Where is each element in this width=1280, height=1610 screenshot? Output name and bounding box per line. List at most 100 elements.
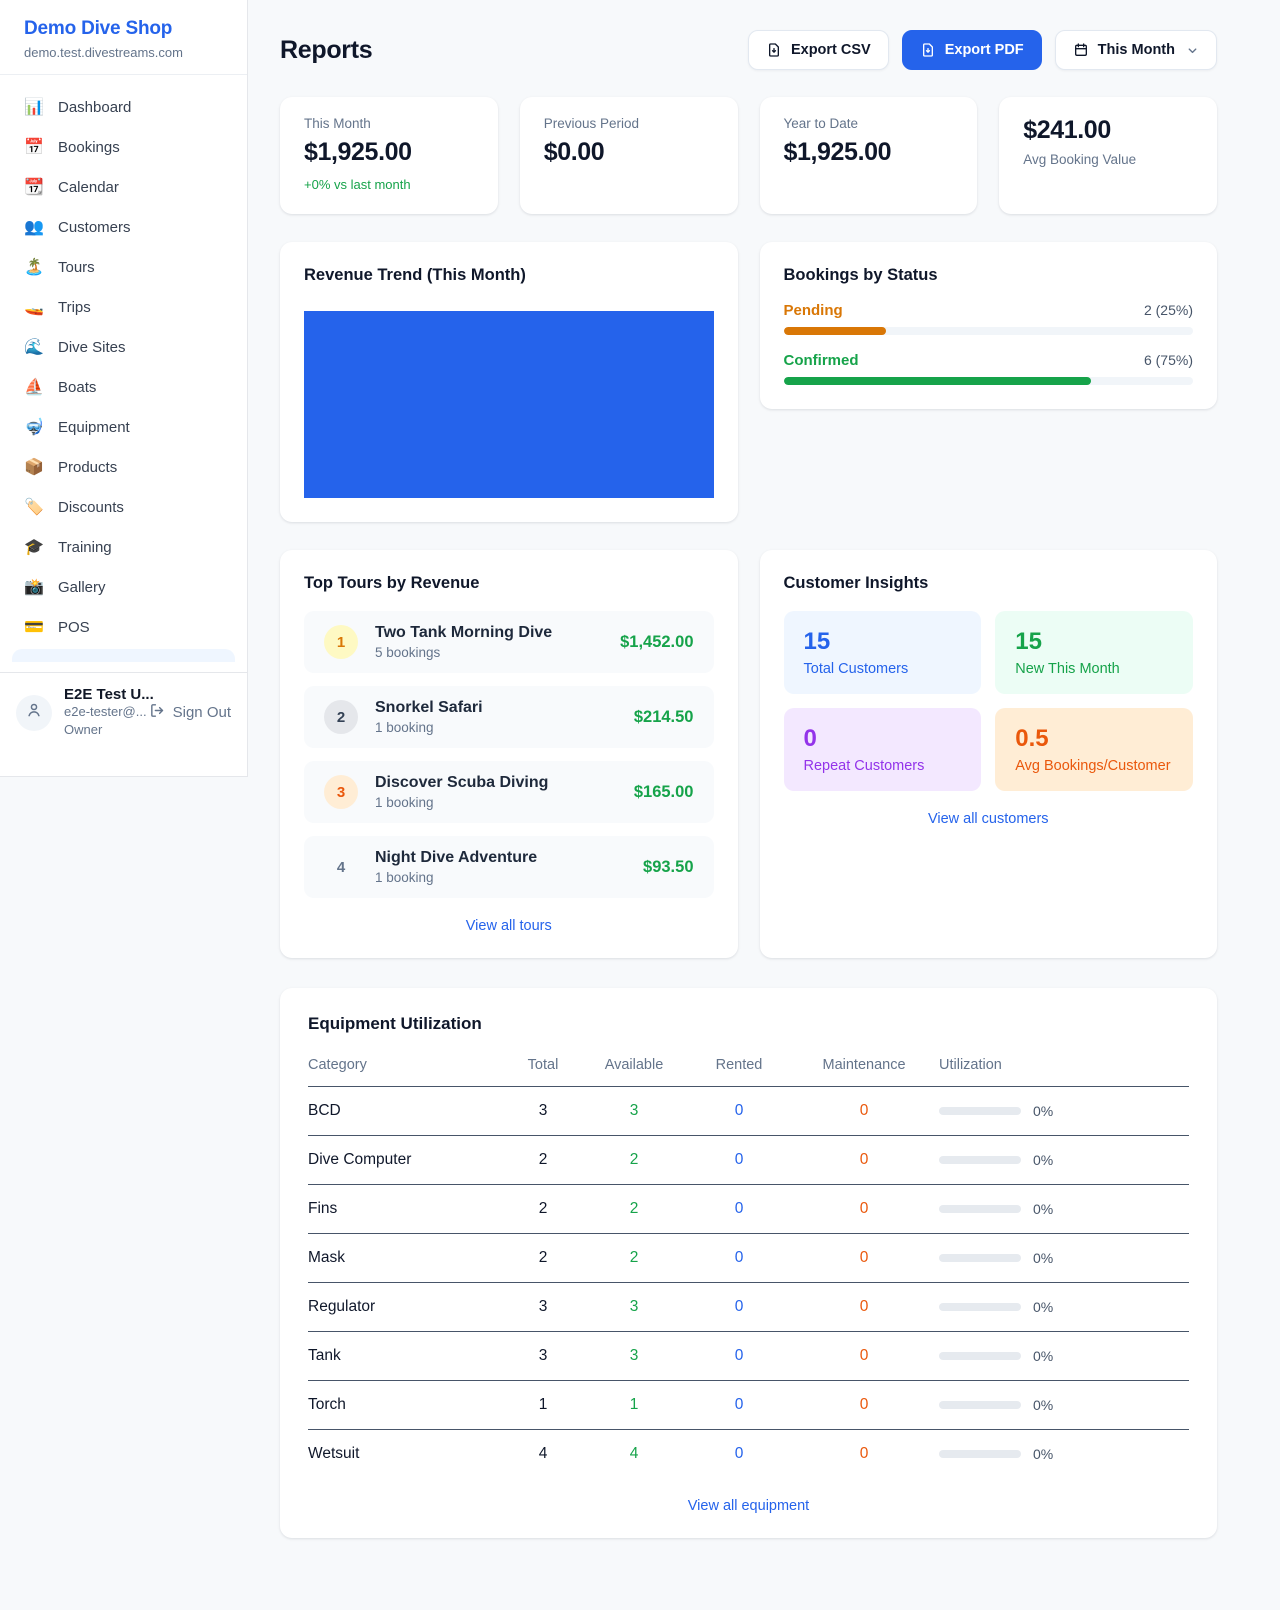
stat-card: Previous Period $0.00 (519, 97, 738, 214)
insight-label: Avg Bookings/Customer (1015, 758, 1171, 774)
equipment-column-header: Maintenance (789, 1047, 939, 1087)
stat-card: Year to Date $1,925.00 (759, 97, 978, 214)
sidebar-nav-items: 📊 Dashboard 📅 Bookings 📆 Calendar 👥 Customers 🏝️… (12, 87, 235, 647)
status-progress-fill (783, 377, 1091, 385)
utilization-bar-track (939, 1401, 1021, 1409)
sidebar-item-products[interactable]: 📦 Products (12, 447, 235, 487)
rented-cell: 0 (734, 1445, 744, 1462)
sidebar-item-trips[interactable]: 🚤 Trips (12, 287, 235, 327)
stat-label: Avg Booking Value (1023, 152, 1137, 167)
utilization-cell: 0% (939, 1184, 1189, 1234)
tour-rank-badge: 3 (324, 775, 358, 809)
available-cell: 1 (579, 1380, 689, 1430)
rented-cell: 0 (689, 1380, 789, 1430)
view-all-customers-link[interactable]: View all customers (927, 811, 1049, 827)
sidebar-item-tours[interactable]: 🏝️ Tours (12, 247, 235, 287)
island-icon: 🏝️ (24, 259, 44, 276)
utilization-cell: 0% (939, 1282, 1189, 1332)
sidebar-header: Demo Dive Shop demo.test.divestreams.com (0, 0, 247, 75)
equipment-utilization-title: Equipment Utilization (308, 1014, 482, 1033)
tag-icon: 🏷️ (24, 499, 44, 516)
category-cell: Wetsuit (308, 1445, 360, 1462)
tour-revenue: $93.50 (643, 857, 694, 876)
sidebar-item-dive-sites[interactable]: 🌊 Dive Sites (12, 327, 235, 367)
sidebar-item-bookings[interactable]: 📅 Bookings (12, 127, 235, 167)
stat-label: Previous Period (543, 116, 640, 131)
equipment-row: Mask 2 2 0 0 0% (308, 1233, 1189, 1283)
sidebar-item-equipment[interactable]: 🤿 Equipment (12, 407, 235, 447)
utilization-percent: 0% (1033, 1250, 1054, 1266)
utilization-cell: 0% (939, 1331, 1189, 1381)
period-label: This Month (1097, 42, 1175, 58)
sidebar-item-gallery[interactable]: 📸 Gallery (12, 567, 235, 607)
utilization-bar-track (939, 1205, 1021, 1213)
utilization-cell: 0% (939, 1430, 1189, 1479)
status-progress-track (783, 377, 1193, 385)
bar-chart-icon: 📊 (24, 99, 44, 116)
main-content: Reports Export CSV Export PDF (280, 0, 1217, 1538)
utilization-bar-track (939, 1107, 1021, 1115)
rented-cell: 0 (689, 1184, 789, 1234)
sidebar-item-pos[interactable]: 💳 POS (12, 607, 235, 647)
sidebar-item-calendar[interactable]: 📆 Calendar (12, 167, 235, 207)
calendar-date-icon: 📅 (24, 139, 44, 156)
utilization-bar-wrap: 0% (939, 1103, 1189, 1119)
tour-row: 3 Discover Scuba Diving 1 booking $165.00 (304, 761, 714, 823)
stat-value: $1,925.00 (304, 138, 412, 166)
total-cell: 2 (507, 1233, 579, 1283)
sidebar-item-dashboard[interactable]: 📊 Dashboard (12, 87, 235, 127)
status-progress-track (783, 327, 1193, 335)
equipment-table-header: Category Total Available Rented Maintenance U… (308, 1047, 1189, 1087)
sidebar-item-boats[interactable]: ⛵ Boats (12, 367, 235, 407)
file-download-icon (766, 42, 782, 58)
period-selector[interactable]: This Month (1054, 30, 1217, 70)
tour-revenue: $214.50 (633, 707, 694, 726)
sign-out-button[interactable]: Sign Out (149, 702, 231, 723)
view-all-equipment-link[interactable]: View all equipment (687, 1498, 810, 1514)
tour-rank-badge: 4 (336, 858, 346, 876)
sidebar-item-customers[interactable]: 👥 Customers (12, 207, 235, 247)
utilization-cell: 0% (939, 1086, 1189, 1136)
utilization-bar-wrap: 0% (939, 1250, 1189, 1266)
status-label: Pending (783, 302, 843, 319)
sidebar-item-discounts[interactable]: 🏷️ Discounts (12, 487, 235, 527)
category-cell: Regulator (308, 1282, 507, 1332)
view-all-tours-link[interactable]: View all tours (465, 918, 552, 934)
utilization-cell: 0% (939, 1380, 1189, 1430)
sidebar-item-partial-highlight[interactable] (12, 649, 235, 662)
tour-info: Two Tank Morning Dive 5 bookings (375, 624, 620, 660)
available-cell: 2 (579, 1184, 689, 1234)
total-cell: 3 (507, 1282, 579, 1332)
equipment-column-header: Utilization (939, 1047, 1189, 1087)
available-cell: 3 (579, 1282, 689, 1332)
maintenance-cell: 0 (789, 1184, 939, 1234)
customer-insights-card: Customer Insights 15 Total Customers 15 New… (759, 550, 1217, 958)
export-pdf-button[interactable]: Export PDF (901, 30, 1042, 70)
utilization-bar-wrap: 0% (939, 1152, 1189, 1168)
tour-name: Two Tank Morning Dive (375, 624, 553, 641)
bookings-by-status-card: Bookings by Status Pending 2 (25%) Confirm… (759, 242, 1217, 409)
export-csv-button[interactable]: Export CSV (747, 30, 889, 70)
tour-bookings-count: 1 booking (375, 720, 434, 735)
utilization-cell: 0% (939, 1233, 1189, 1283)
equipment-column-header: Category (308, 1047, 507, 1087)
equipment-row: Regulator 3 3 0 0 0% (308, 1282, 1189, 1332)
utilization-percent: 0% (1033, 1446, 1054, 1462)
sidebar-nav: 📊 Dashboard 📅 Bookings 📆 Calendar 👥 Customers 🏝️… (0, 75, 247, 672)
tour-info: Night Dive Adventure 1 booking (375, 849, 643, 885)
status-head: Pending 2 (25%) (784, 302, 1194, 319)
maintenance-cell: 0 (789, 1331, 939, 1381)
equipment-column-header: Available (579, 1047, 689, 1087)
insight-tile: 15 New This Month (995, 611, 1193, 694)
revenue-trend-chart (304, 311, 714, 498)
sidebar-item-training[interactable]: 🎓 Training (12, 527, 235, 567)
tour-name: Night Dive Adventure (375, 849, 538, 866)
maintenance-cell: 0 (789, 1135, 939, 1185)
category-cell: Dive Computer (308, 1135, 507, 1185)
sidebar-item-label: POS (58, 618, 90, 636)
user-email: e2e-tester@... (64, 704, 147, 719)
status-row: Pending 2 (25%) (783, 302, 1194, 335)
tear-off-calendar-icon: 📆 (24, 179, 44, 196)
available-cell: 3 (579, 1331, 689, 1381)
tour-revenue: $1,452.00 (620, 632, 694, 651)
